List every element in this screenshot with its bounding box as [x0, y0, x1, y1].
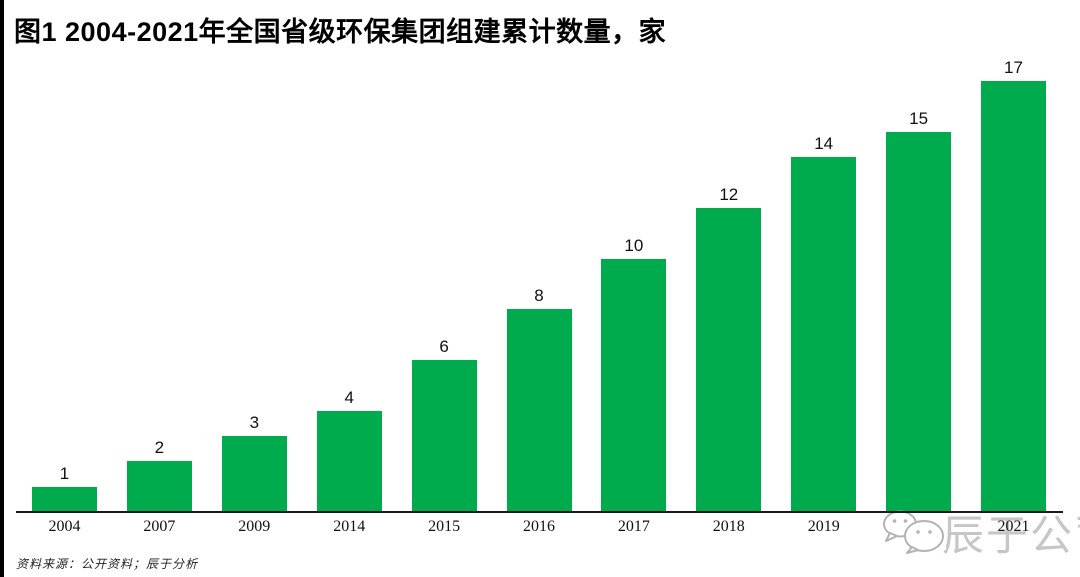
- bar-2014: [316, 410, 382, 512]
- value-label-2019: 14: [814, 134, 834, 154]
- x-tick-label-2015: 2015: [428, 518, 461, 535]
- value-label-2009: 3: [249, 412, 260, 432]
- value-label-2018: 12: [719, 184, 739, 204]
- wechat-icon: [883, 510, 946, 554]
- value-label-2020: 15: [909, 108, 929, 128]
- value-label-2021: 17: [1004, 58, 1023, 78]
- x-tick-label-2014: 2014: [333, 518, 366, 535]
- x-tick-label-2018: 2018: [712, 518, 745, 535]
- bar-2018: [696, 207, 762, 512]
- bar-2015: [411, 359, 477, 512]
- x-tick-label-2007: 2007: [143, 518, 176, 535]
- x-tick-label-2019: 2019: [807, 518, 840, 535]
- watermark-company-text: 辰于公司: [942, 512, 1080, 559]
- x-tick-label-2021: 2021: [997, 518, 1030, 535]
- value-label-2014: 4: [344, 387, 354, 407]
- bar-2020: [886, 131, 952, 512]
- value-label-2015: 6: [439, 336, 449, 356]
- value-label-2004: 1: [59, 463, 70, 483]
- bar-2004: [32, 486, 97, 512]
- bar-2021: [981, 81, 1046, 512]
- value-label-2007: 2: [154, 438, 165, 458]
- x-tick-label-2016: 2016: [523, 518, 555, 535]
- bar-2016: [506, 309, 572, 512]
- bar-2009: [221, 435, 287, 512]
- x-tick-label-2009: 2009: [238, 518, 271, 535]
- wechat-large-bubble: [904, 520, 944, 554]
- chart-title: 图1 2004-2021年全国省级环保集团组建累计数量，家: [14, 17, 667, 47]
- source-note: 资料来源：公开资料；辰于分析: [16, 557, 199, 571]
- bar-2019: [791, 157, 857, 512]
- x-tick-label-2017: 2017: [617, 518, 650, 535]
- x-tick-label-2004: 2004: [48, 518, 81, 535]
- left-edge-rule: [0, 0, 4, 577]
- value-label-2016: 8: [534, 286, 544, 306]
- bar-2007: [126, 461, 192, 512]
- value-label-2017: 10: [624, 235, 644, 255]
- bar-2017: [601, 258, 667, 512]
- x-axis-line: [16, 511, 1063, 513]
